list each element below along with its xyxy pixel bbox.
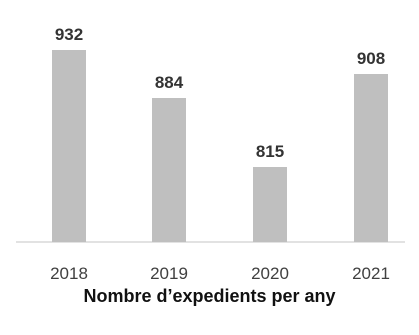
value-label-2021: 908 [357, 49, 385, 68]
bar-2020 [253, 167, 287, 242]
x-tick-label-2021: 2021 [352, 264, 390, 283]
x-tick-label-2019: 2019 [150, 264, 188, 283]
x-tick-labels-group: 2018 2019 2020 2021 [50, 264, 390, 283]
bar-2019 [152, 98, 186, 242]
chart-title: Nombre d’expedients per any [83, 286, 336, 306]
value-label-2019: 884 [155, 73, 184, 92]
x-tick-label-2020: 2020 [251, 264, 289, 283]
value-label-2018: 932 [55, 25, 83, 44]
bar-2018 [52, 50, 86, 242]
value-label-2020: 815 [256, 142, 284, 161]
bar-2021 [354, 74, 388, 242]
x-tick-label-2018: 2018 [50, 264, 88, 283]
value-labels-group: 932 884 815 908 [55, 25, 385, 161]
bars-group [52, 50, 388, 242]
